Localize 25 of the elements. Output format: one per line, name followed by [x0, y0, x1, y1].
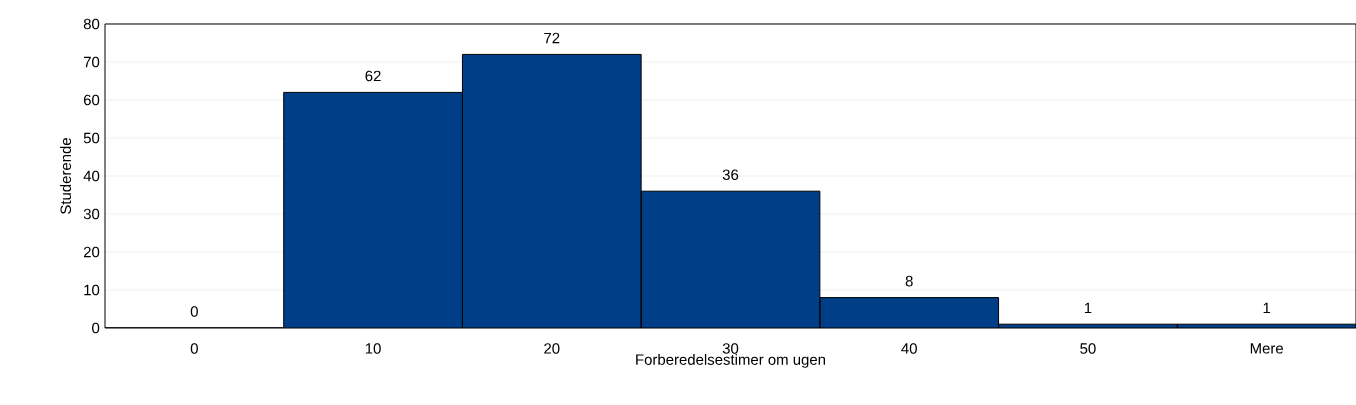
- data-label: 8: [905, 275, 913, 287]
- x-tick-label: 10: [365, 343, 381, 354]
- data-label: 1: [1263, 302, 1271, 314]
- y-tick-label: 40: [83, 170, 100, 182]
- y-tick-label: 20: [83, 246, 100, 258]
- x-tick-label: 0: [190, 343, 198, 354]
- data-label: 62: [365, 70, 381, 82]
- y-tick-label: 0: [92, 322, 100, 334]
- x-tick-label: 50: [1080, 343, 1096, 354]
- data-label: 0: [190, 306, 198, 317]
- y-tick-label: 70: [83, 56, 100, 68]
- x-axis-title: Forberedelsestimer om ugen: [636, 353, 826, 368]
- y-tick-label: 10: [84, 284, 100, 296]
- y-axis-title: Studerende: [60, 138, 72, 214]
- data-label: 1: [1084, 302, 1092, 314]
- y-tick-label: 60: [83, 94, 100, 106]
- x-tick-label: Mere: [1250, 343, 1283, 354]
- x-tick-label: 30: [722, 343, 739, 354]
- data-label: 36: [722, 169, 739, 181]
- x-tick-label: 40: [901, 343, 917, 354]
- data-label: 72: [544, 32, 560, 44]
- y-tick-label: 30: [83, 208, 100, 220]
- x-tick-label: 20: [544, 343, 560, 354]
- y-tick-label: 50: [83, 132, 100, 144]
- y-tick-label: 80: [83, 18, 100, 30]
